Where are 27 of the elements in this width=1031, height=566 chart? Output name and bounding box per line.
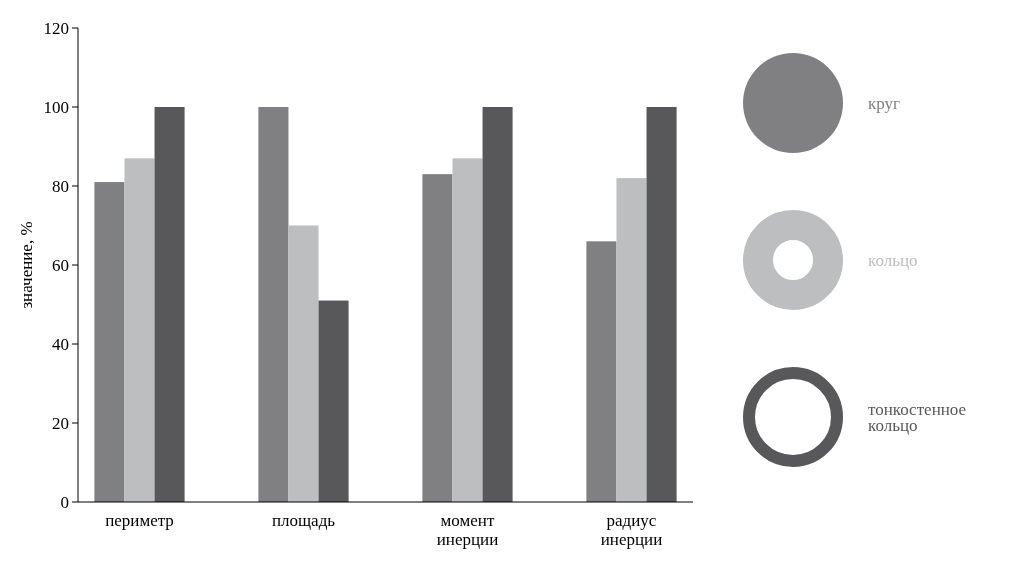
text: тонкостенное кольцо bbox=[868, 399, 967, 435]
y-tick-label: 40 bbox=[52, 334, 69, 354]
x-tick-label: периметр bbox=[105, 511, 174, 530]
text: кольцо bbox=[868, 250, 918, 270]
y-tick-label: 20 bbox=[52, 413, 69, 433]
x-tick-label: момент инерции bbox=[436, 511, 499, 549]
y-tick-label: 120 bbox=[43, 18, 69, 38]
bar bbox=[616, 178, 647, 502]
bar bbox=[258, 107, 289, 502]
bar bbox=[646, 107, 677, 502]
bar bbox=[422, 174, 453, 502]
bar bbox=[124, 158, 155, 502]
y-tick-label: 80 bbox=[52, 176, 69, 196]
y-tick-label: 100 bbox=[43, 97, 69, 117]
bar bbox=[318, 300, 349, 502]
text: круг bbox=[868, 93, 901, 113]
bar bbox=[94, 182, 125, 502]
y-tick-label: 0 bbox=[60, 492, 69, 512]
y-axis-title: значение, % bbox=[17, 221, 36, 309]
x-tick-label: радиус инерции bbox=[600, 511, 663, 549]
bar bbox=[482, 107, 513, 502]
y-tick-label: 60 bbox=[52, 255, 69, 275]
bar bbox=[288, 225, 319, 502]
bar bbox=[452, 158, 483, 502]
bar bbox=[586, 241, 617, 502]
bar bbox=[154, 107, 185, 502]
x-tick-label: площадь bbox=[271, 511, 336, 530]
